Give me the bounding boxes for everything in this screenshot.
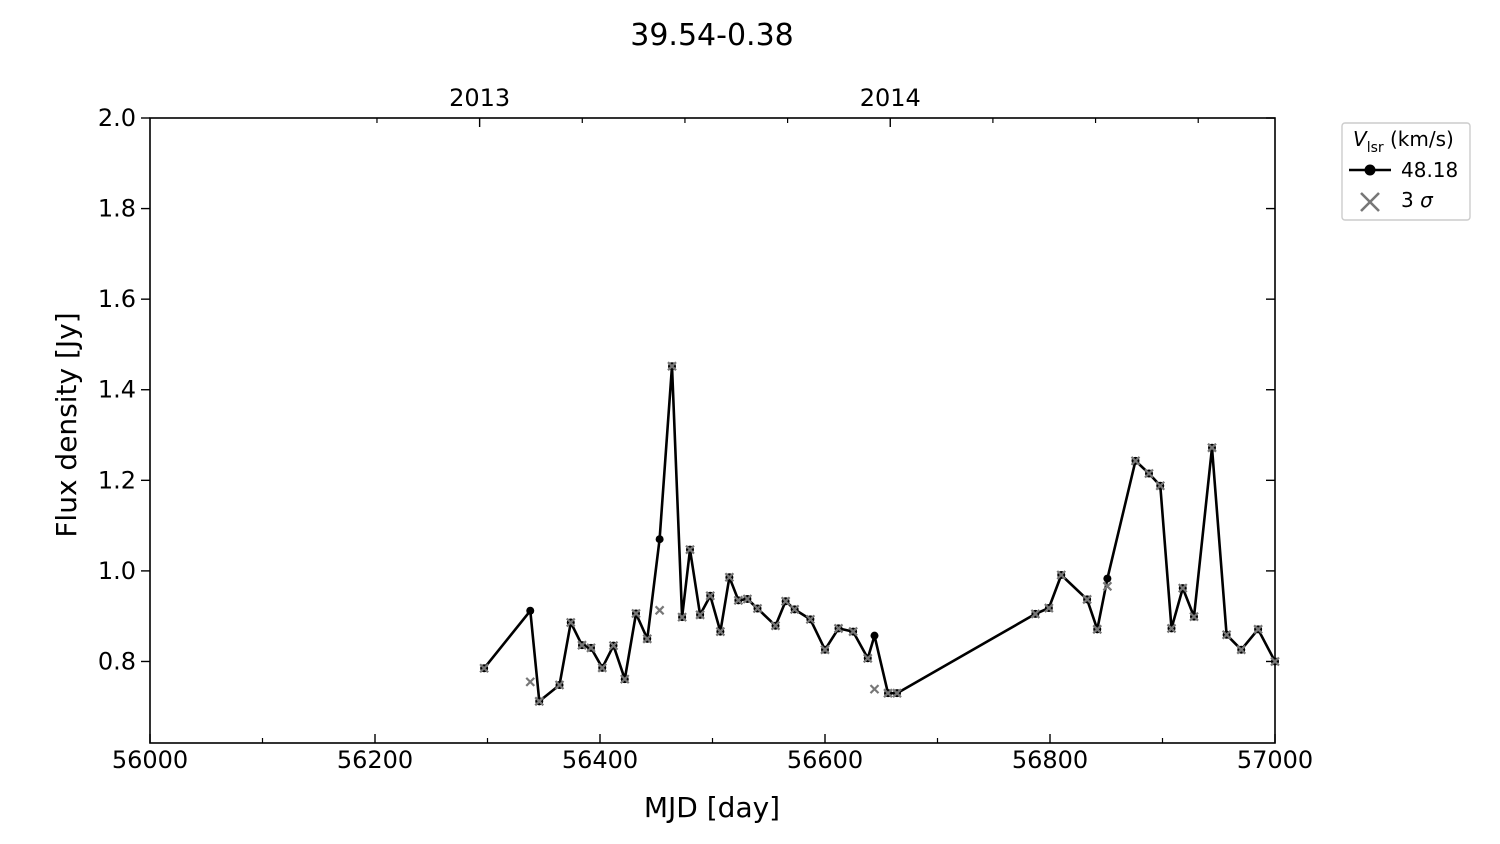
legend-title-unit: (km/s) xyxy=(1384,127,1454,151)
three-sigma-point xyxy=(631,608,641,619)
three-sigma-point xyxy=(1144,468,1154,479)
three-sigma-point xyxy=(695,610,705,620)
three-sigma-point xyxy=(705,591,716,601)
series-layer xyxy=(479,361,1280,707)
y-axis-label: Flux density [Jy] xyxy=(50,312,83,537)
three-sigma-point xyxy=(1130,456,1141,466)
y-tick-label: 0.8 xyxy=(98,647,136,675)
legend-entry-2-text: 3 xyxy=(1401,188,1420,212)
y-tick-label: 1.0 xyxy=(98,557,136,585)
three-sigma-point xyxy=(724,572,735,583)
three-sigma-point xyxy=(554,680,565,690)
three-sigma-point xyxy=(479,663,489,674)
legend-entry-2-symbol: σ xyxy=(1420,188,1434,212)
three-sigma-point xyxy=(577,640,587,650)
three-sigma-point xyxy=(1207,442,1217,453)
legend-entry-1-label: 48.18 xyxy=(1401,158,1458,182)
three-sigma-point xyxy=(862,653,873,664)
three-sigma-point xyxy=(742,594,753,604)
three-sigma-point xyxy=(733,595,744,606)
top-year-label: 2013 xyxy=(449,84,510,112)
legend-title-sub: lsr xyxy=(1367,140,1384,156)
three-sigma-point xyxy=(1155,480,1166,491)
three-sigma-point xyxy=(1166,623,1177,634)
three-sigma-point xyxy=(619,674,630,684)
three-sigma-point xyxy=(597,663,608,673)
three-sigma-point xyxy=(586,643,596,653)
chart-title: 39.54-0.38 xyxy=(630,18,794,53)
x-tick-label: 57000 xyxy=(1237,746,1313,774)
three-sigma-point xyxy=(805,614,816,625)
plot-frame xyxy=(149,117,1276,744)
series-48-18-point xyxy=(655,535,664,544)
x-axis-label: MJD [day] xyxy=(644,791,780,824)
x-tick-label: 56800 xyxy=(1012,746,1088,774)
three-sigma-point xyxy=(820,644,830,655)
three-sigma-point xyxy=(848,626,858,637)
y-tick-label: 1.2 xyxy=(98,466,136,494)
three-sigma-point xyxy=(1221,629,1232,640)
three-sigma-point xyxy=(1189,611,1199,622)
three-sigma-point xyxy=(833,623,844,634)
axis-ticks: 56000 56200 56400 56600 56800 57000 0.8 1.0 1.2 1… xyxy=(98,84,1313,774)
y-tick-label: 1.4 xyxy=(98,376,136,404)
y-tick-label: 1.6 xyxy=(98,285,136,313)
series-48-18-line xyxy=(483,364,1277,703)
top-year-label: 2014 xyxy=(860,84,921,112)
three-sigma-point xyxy=(869,684,880,694)
three-sigma-point xyxy=(1092,624,1103,635)
three-sigma-point xyxy=(1270,656,1280,667)
series-48-18-point xyxy=(526,606,535,615)
three-sigma-point xyxy=(1236,644,1247,655)
three-sigma-point xyxy=(883,688,893,698)
three-sigma-point xyxy=(1082,594,1092,605)
legend-circle-marker xyxy=(1364,164,1376,176)
legend: Vlsr (km/s) 48.18 3 σ xyxy=(1341,122,1471,221)
three-sigma-point xyxy=(892,688,902,698)
y-tick-label: 2.0 xyxy=(98,104,136,132)
three-sigma-point xyxy=(642,634,653,644)
plot-area xyxy=(149,117,1276,744)
three-sigma-point xyxy=(789,604,800,615)
legend-title: Vlsr (km/s) xyxy=(1353,127,1454,156)
series-48-18-point xyxy=(1103,574,1112,583)
three-sigma-point xyxy=(534,696,545,707)
three-sigma-point xyxy=(770,620,781,631)
x-tick-label: 56400 xyxy=(562,746,638,774)
three-sigma-point xyxy=(654,605,665,616)
series-48-18-point xyxy=(870,631,879,640)
three-sigma-point xyxy=(1030,609,1041,619)
three-sigma-point xyxy=(1102,581,1113,592)
three-sigma-point xyxy=(525,677,536,687)
y-tick-label: 1.8 xyxy=(98,195,136,223)
three-sigma-point xyxy=(752,603,763,614)
three-sigma-point xyxy=(1253,624,1263,635)
x-tick-label: 56200 xyxy=(337,746,413,774)
legend-entry-2-label: 3 σ xyxy=(1401,188,1434,212)
legend-title-main: V xyxy=(1353,127,1368,151)
three-sigma-point xyxy=(1177,583,1188,593)
legend-frame xyxy=(1341,122,1471,221)
three-sigma-point xyxy=(1056,570,1067,580)
three-sigma-point xyxy=(677,612,687,622)
three-sigma-point xyxy=(608,640,619,651)
three-sigma-point xyxy=(565,617,576,628)
three-sigma-point xyxy=(685,544,695,555)
x-tick-label: 56600 xyxy=(787,746,863,774)
three-sigma-point xyxy=(715,626,726,637)
three-sigma-point xyxy=(667,361,677,371)
three-sigma-point xyxy=(1044,603,1054,613)
legend-x-marker xyxy=(1360,192,1380,212)
three-sigma-point xyxy=(780,596,791,607)
x-tick-label: 56000 xyxy=(112,746,188,774)
